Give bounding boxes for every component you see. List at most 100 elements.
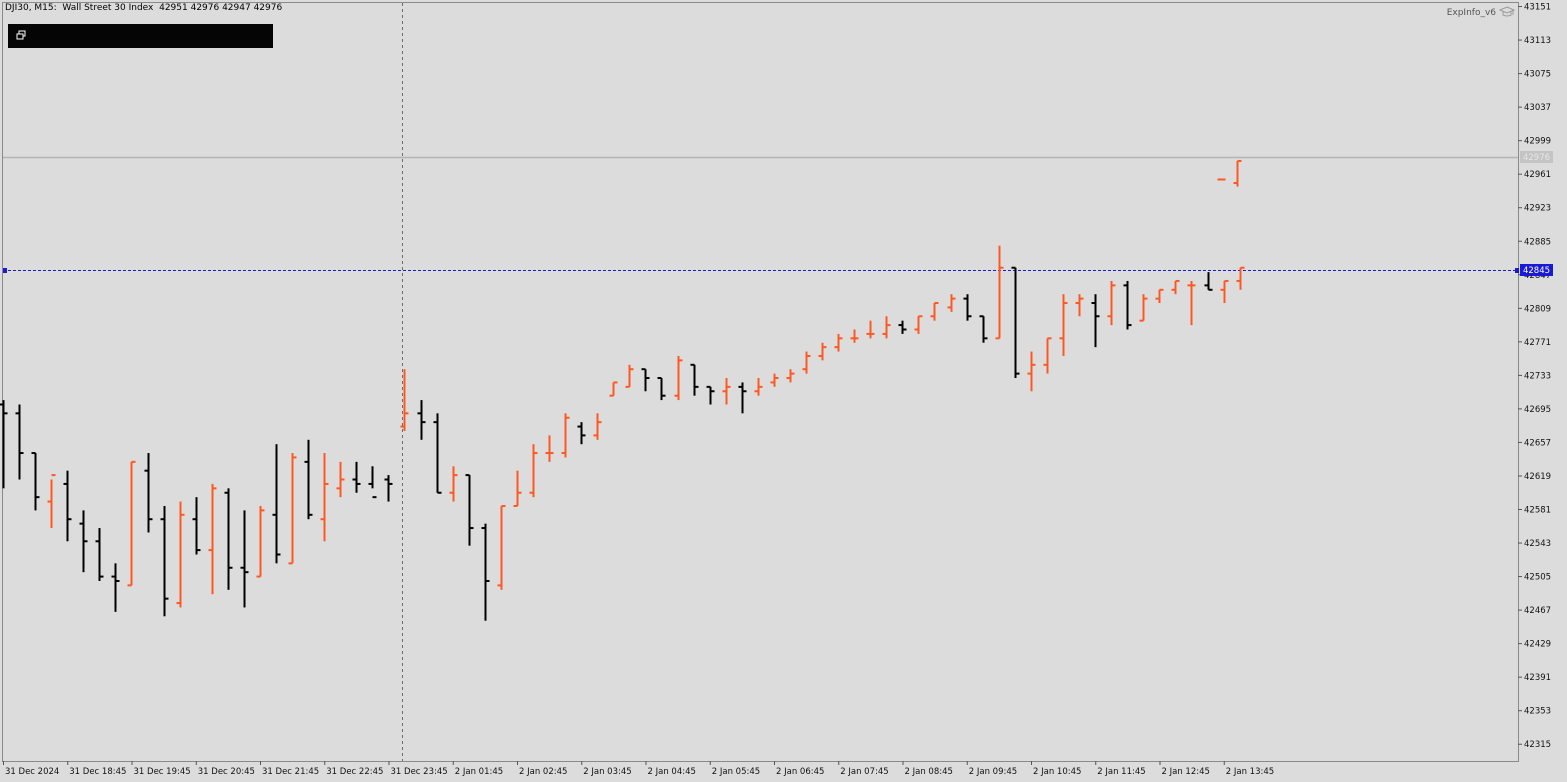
bid-price-tag: 42976 [1520,151,1553,163]
y-tick-label: 42619 [1524,472,1551,482]
x-tick-label: 31 Dec 23:45 [391,767,448,777]
level-line-left-handle[interactable] [3,268,7,273]
graduation-cap-icon[interactable] [1499,6,1515,18]
ohlc-bar [240,510,249,608]
ohlc-bar [657,377,666,401]
y-tick-label: 42923 [1524,204,1551,214]
ohlc-bar [1027,351,1036,392]
x-tick-label: 2 Jan 04:45 [648,767,696,777]
y-tick-label: 42581 [1524,506,1551,516]
time-axis[interactable]: 31 Dec 2024 31 Dec 18:45 31 Dec 19:45 31 De… [3,761,1275,777]
x-tick-label: 2 Jan 09:45 [969,767,1017,777]
ohlc-bar [850,329,859,343]
y-tick-label: 43075 [1524,70,1551,80]
ohlc-bar [898,320,907,334]
ohlc-bar [577,422,586,445]
ohlc-bar [625,364,634,388]
ohlc-bar [930,302,939,321]
y-tick-label: 42391 [1524,673,1551,683]
y-tick-label: 43151 [1524,3,1551,13]
ohlc-bar [914,315,923,334]
ohlc-bar [802,351,811,374]
y-tick-label: 42315 [1524,740,1551,750]
x-tick-label: 2 Jan 06:45 [776,767,824,777]
ohlc-bar [336,461,345,498]
level-line-right-handle[interactable] [1515,268,1519,273]
ohlc-bar [288,453,297,565]
window-restore-icon[interactable] [16,30,26,40]
ohlc-bar [272,444,281,564]
ohlc-bar [979,315,988,343]
x-tick-label: 2 Jan 08:45 [905,767,953,777]
ohlc-bar [481,523,490,621]
ohlc-bar [545,435,554,462]
ohlc-bar [497,504,506,590]
ohlc-bar [786,369,795,383]
ohlc-bar [690,363,699,396]
ohlc-bar [722,378,731,405]
ohlc-bar [144,453,153,533]
ohlc-bar [0,400,8,489]
ohlc-bar [1187,280,1196,326]
x-tick-label: 2 Jan 11:45 [1097,767,1145,777]
ohlc-bar [352,461,361,493]
ohlc-bar [224,488,233,590]
y-tick-label: 42771 [1524,338,1551,348]
ohlc-bar [882,316,891,339]
ohlc-bar [947,294,956,312]
y-tick-label: 42733 [1524,371,1551,381]
ohlc-bar [433,413,442,494]
level-price-tag[interactable]: 42845 [1520,264,1553,276]
y-tick-label: 42505 [1524,573,1551,583]
x-tick-label: 31 Dec 21:45 [262,767,319,777]
ohlc-bar [561,413,570,458]
x-tick-label: 2 Jan 07:45 [840,767,888,777]
ohlc-bar [1011,266,1020,379]
y-tick-label: 42353 [1524,707,1551,717]
ohlc-bar [417,400,426,440]
ohlc-bar [593,413,602,440]
level-price-tag-text: 42845 [1523,266,1550,276]
y-tick-label: 42695 [1524,405,1551,415]
ohlc-bar [1043,337,1052,374]
ohlc-bar [31,452,40,511]
ohlc-bar [1107,280,1116,326]
ohlc-bar [127,460,136,587]
x-tick-label: 31 Dec 2024 [5,767,59,777]
ohlc-bar [513,470,522,507]
ohlc-bar [1139,294,1148,322]
x-tick-label: 2 Jan 02:45 [519,767,567,777]
x-tick-label: 31 Dec 19:45 [134,767,191,777]
ohlc-bar [1204,272,1213,291]
x-tick-label: 2 Jan 13:45 [1226,767,1274,777]
x-tick-label: 2 Jan 01:45 [455,767,503,777]
ohlc-bar [770,373,779,387]
ohlc-bar [400,369,409,431]
y-tick-label: 42809 [1524,304,1551,314]
info-panel[interactable] [8,24,273,48]
price-axis[interactable]: 43151 43113 43075 43037 42999 42961 42923 42885… [1518,3,1551,751]
ohlc-bar [95,528,104,581]
ohlc-bar [866,320,875,339]
ohlc-bar [304,439,313,520]
ohlc-bar [384,475,393,502]
x-tick-label: 31 Dec 20:45 [198,767,255,777]
plot-border [2,2,1519,762]
ohlc-bar [674,355,683,401]
ohlc-bar [176,501,185,608]
ohlc-bar [754,378,763,396]
bid-price-tag-text: 42976 [1523,153,1550,163]
ohlc-bar [465,474,474,546]
ohlc-bar [529,444,538,498]
ohlc-bar [641,368,650,392]
symbol-header: DJI30, M15: Wall Street 30 Index 42951 4… [5,3,283,13]
y-tick-label: 42543 [1524,539,1551,549]
ohlc-bar [834,333,843,352]
ohlc-bar [449,466,458,502]
ohlc-bar [1075,294,1084,317]
ohlc-bar [609,381,618,397]
y-tick-label: 42467 [1524,606,1551,616]
ohlc-bar [995,245,1004,340]
